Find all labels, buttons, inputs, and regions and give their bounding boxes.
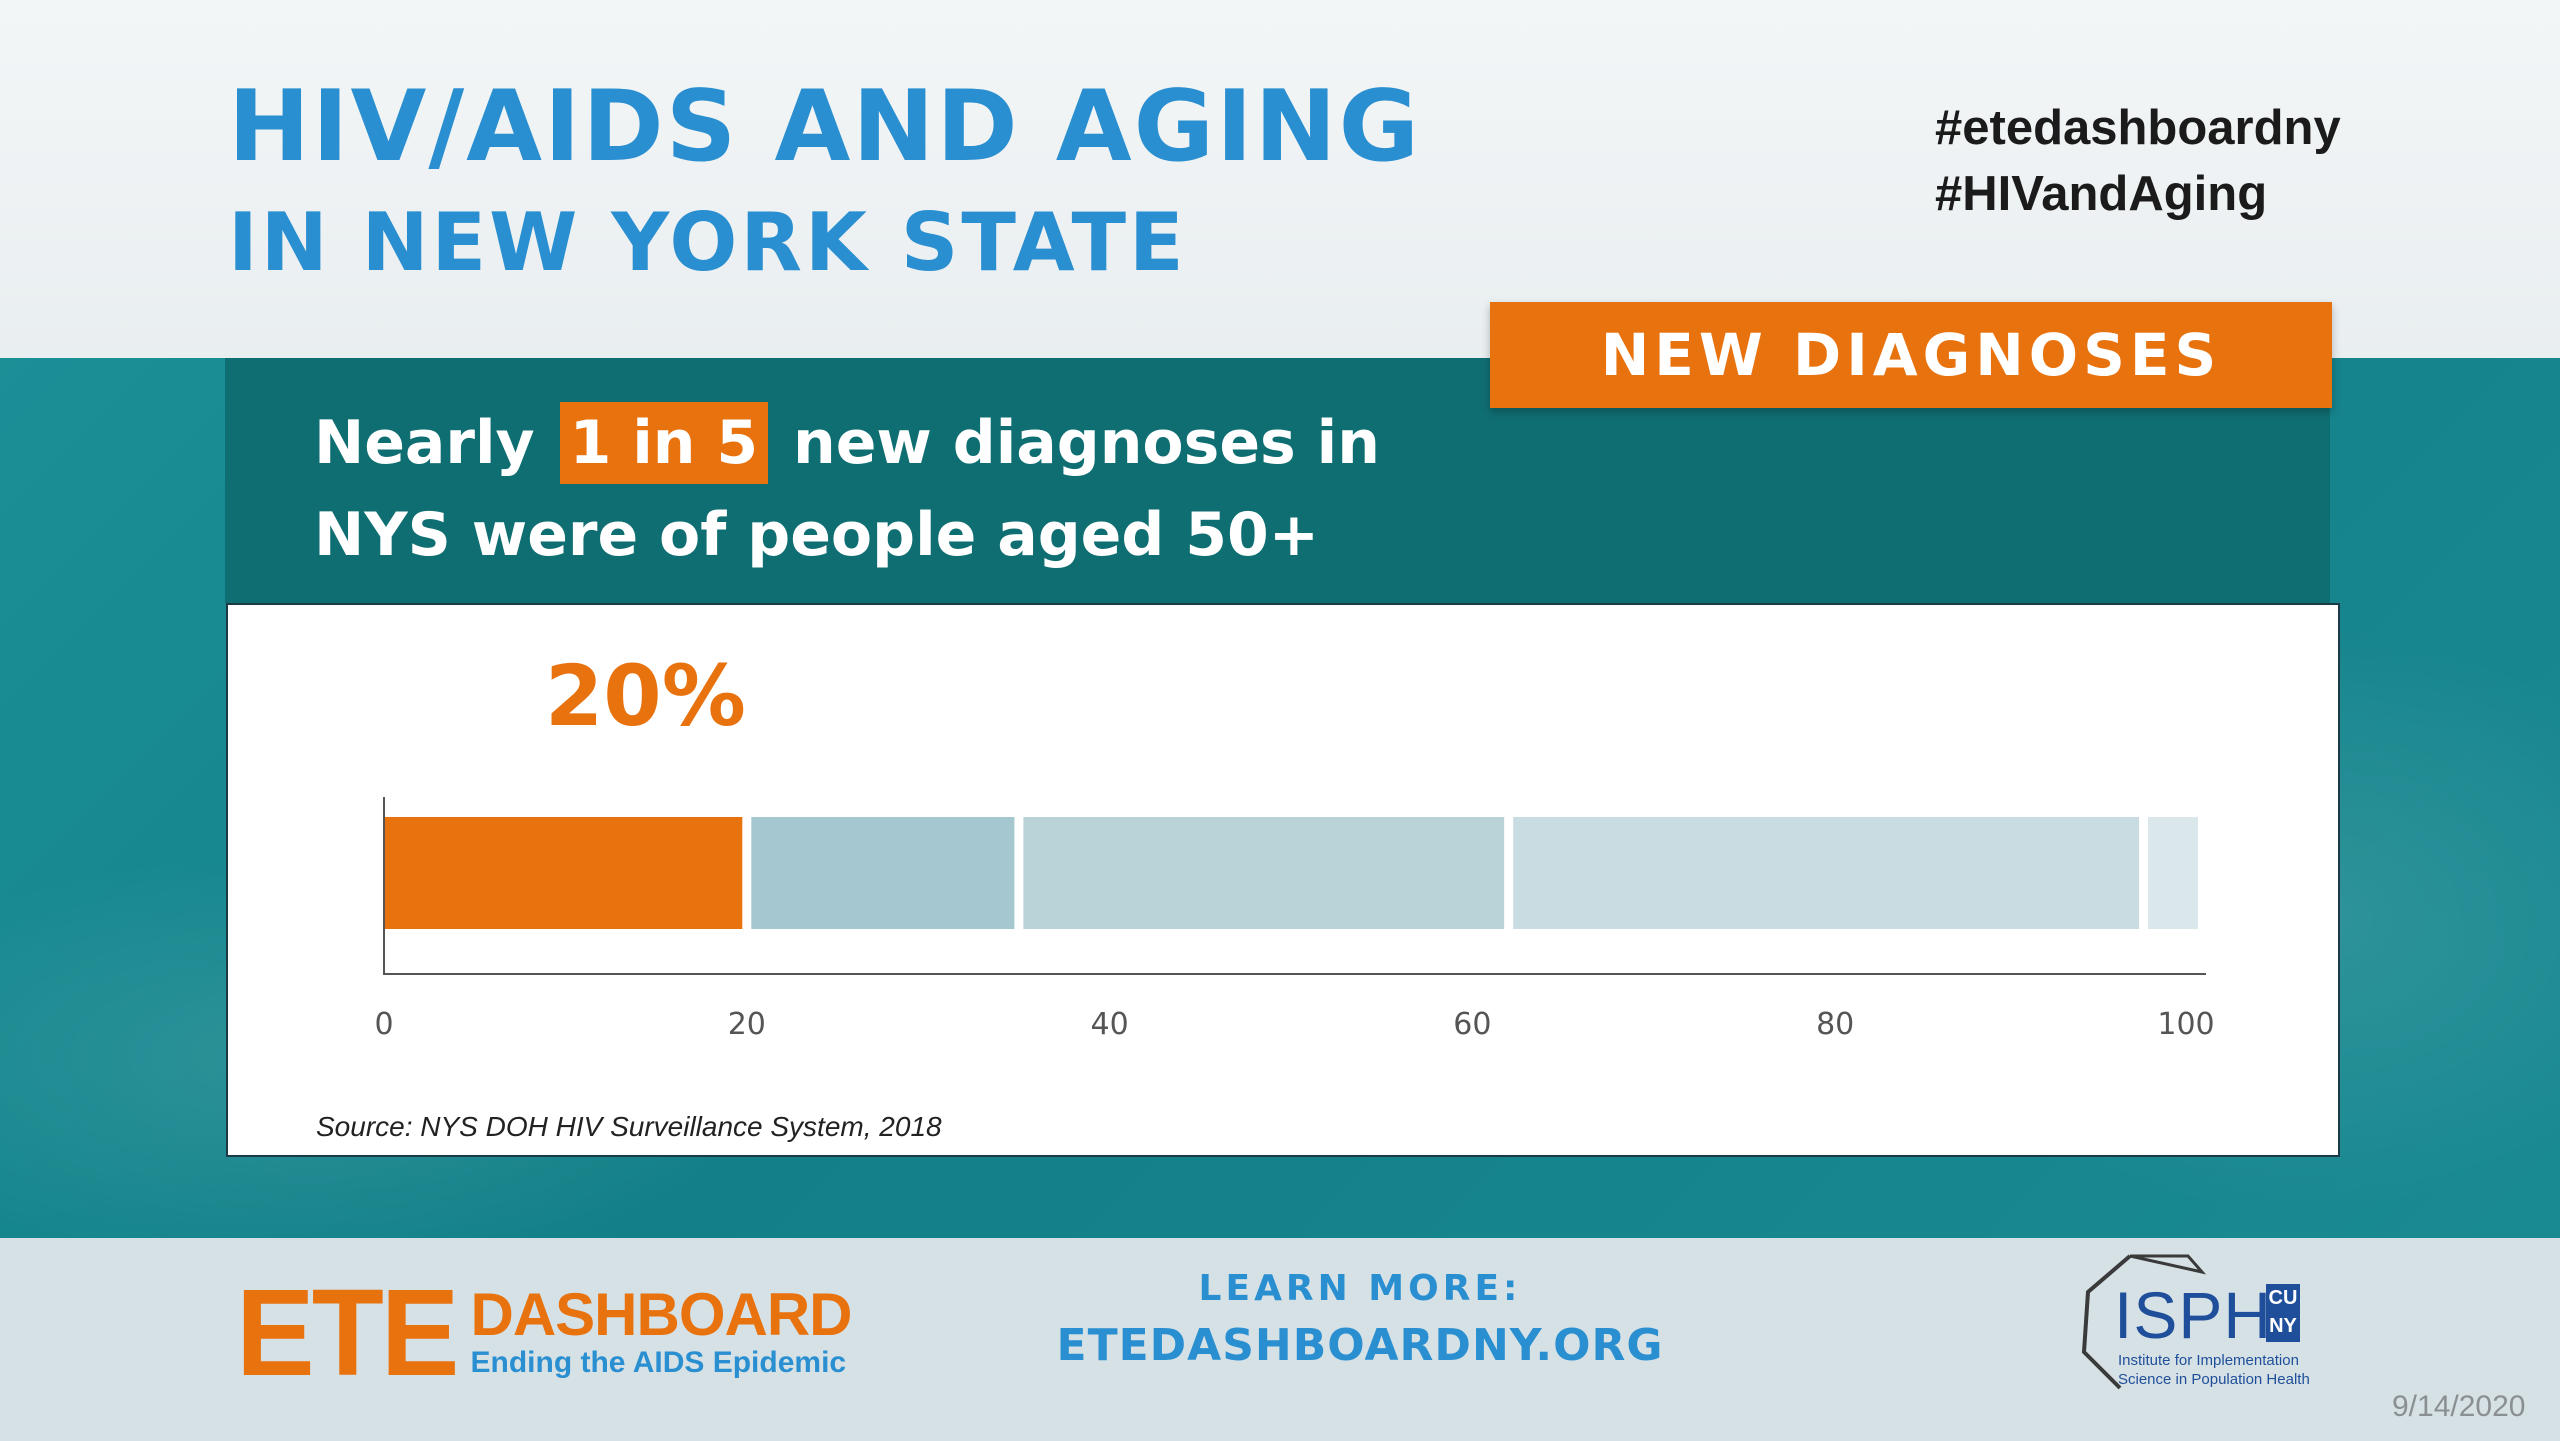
hashtag-etedashboardny: #etedashboardny [1935, 101, 2341, 155]
isph-logo: ISPH CU NY Institute for Implementation … [2070, 1252, 2340, 1392]
slide-date: 9/14/2020 [2392, 1390, 2526, 1423]
headline-highlight: 1 in 5 [559, 402, 769, 484]
cuny-mark: CU NY [2266, 1284, 2300, 1342]
x-tick-100: 100 [2157, 1007, 2214, 1042]
bar-segment-5 [2148, 817, 2198, 929]
x-tick-20: 20 [728, 1007, 766, 1042]
bar-segments [384, 817, 2198, 929]
page-subtitle: IN NEW YORK STATE [228, 196, 1187, 289]
new-diagnoses-badge: NEW DIAGNOSES [1490, 302, 2332, 408]
footer-band [0, 1238, 2560, 1441]
bar-segment-3 [1023, 817, 1505, 929]
isph-wordmark: ISPH [2114, 1278, 2273, 1352]
stacked-bar-chart: 0 20 40 60 80 100 20% [374, 647, 2214, 1042]
highlight-value-label: 20% [545, 647, 746, 745]
x-tick-60: 60 [1453, 1007, 1491, 1042]
x-tick-80: 80 [1816, 1007, 1854, 1042]
badge-label: NEW DIAGNOSES [1600, 321, 2222, 389]
bar-segment-1 [384, 817, 743, 929]
headline-post: new diagnoses in [793, 408, 1380, 478]
headline-pre: Nearly [314, 408, 535, 478]
learn-more-label: LEARN MORE: [1198, 1268, 1522, 1309]
ete-logo-letters: ETE [236, 1263, 459, 1403]
headline-line-1: Nearly 1 in 5 new diagnoses in [314, 402, 1380, 484]
header-band [0, 0, 2560, 358]
isph-caption-line-1: Institute for Implementation [2118, 1352, 2299, 1369]
isph-caption: Institute for Implementation Science in … [2118, 1352, 2310, 1390]
x-tick-0: 0 [374, 1007, 393, 1042]
bar-segment-4 [1513, 817, 2140, 929]
ete-logo-tagline: Ending the AIDS Epidemic [470, 1346, 847, 1379]
x-tick-40: 40 [1091, 1007, 1129, 1042]
chart-card: 0 20 40 60 80 100 20% Source: NYS DOH HIV Sur… [226, 603, 2340, 1157]
isph-caption-line-2: Science in Population Health [2118, 1370, 2310, 1388]
bar-segment-2 [751, 817, 1015, 929]
hashtag-hivandaging: #HIVandAging [1935, 167, 2268, 221]
learn-more-link[interactable]: ETEDASHBOARDNY.ORG [1056, 1320, 1664, 1371]
chart-source: Source: NYS DOH HIV Surveillance System,… [316, 1111, 942, 1142]
isph-hexagon-icon [2081, 1254, 2207, 1390]
page-title: HIV/AIDS AND AGING [228, 70, 1422, 184]
ete-dashboard-logo: ETE DASHBOARD Ending the AIDS Epidemic [236, 1271, 853, 1395]
ete-logo-word: DASHBOARD [470, 1281, 853, 1348]
x-tick-labels: 0 20 40 60 80 100 [374, 1007, 2214, 1042]
headline-line-2: NYS were of people aged 50+ [314, 500, 1319, 570]
